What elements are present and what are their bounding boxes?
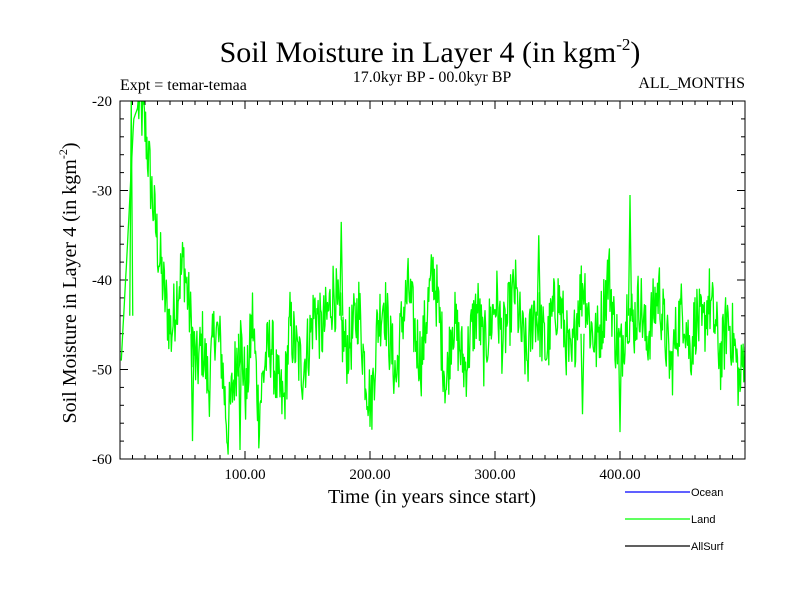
subtitle-period: 17.0kyr BP - 00.0kyr BP — [353, 69, 512, 86]
plot-frame — [119, 100, 746, 460]
series-land-peak — [536, 235, 541, 316]
legend-label-allsurf: AllSurf — [691, 541, 724, 553]
subtitle-experiment: Expt = temar-temaa — [120, 77, 247, 94]
series-land-line — [120, 101, 745, 455]
series-land-peak — [237, 333, 243, 451]
series-land-peak — [617, 333, 623, 433]
series-land-spikes — [129, 101, 633, 451]
y-axis-label: Soil Moisture in Layer 4 (in kgm-2) — [56, 142, 81, 423]
y-tick-label: -30 — [92, 184, 112, 200]
x-tick-label: 200.00 — [349, 467, 390, 483]
y-tick-label: -60 — [92, 452, 112, 468]
series-land-peak — [190, 333, 195, 442]
x-tick-label: 300.00 — [474, 467, 515, 483]
x-axis-label: Time (in years since start) — [328, 486, 536, 508]
series-land-peak — [580, 333, 585, 415]
y-tick-label: -20 — [92, 94, 112, 110]
legend: Ocean Land AllSurf — [625, 487, 724, 553]
y-tick-label: -50 — [92, 363, 112, 379]
x-tick-label: 100.00 — [224, 467, 265, 483]
series-land-peak — [339, 221, 344, 316]
legend-label-land: Land — [691, 514, 715, 526]
legend-label-ocean: Ocean — [691, 487, 723, 499]
subtitle-months: ALL_MONTHS — [638, 75, 745, 92]
axis-tick-labels: 100.00 200.00 300.00 400.00 -20 -30 -40 -50 -60 — [92, 94, 641, 483]
y-tick-label: -40 — [92, 273, 112, 289]
series-land-peak — [627, 194, 633, 316]
chart-title: Soil Moisture in Layer 4 (in kgm-2) — [220, 35, 641, 69]
x-tick-label: 400.00 — [599, 467, 640, 483]
axis-ticks — [120, 101, 745, 459]
series-land-peak — [129, 101, 134, 316]
